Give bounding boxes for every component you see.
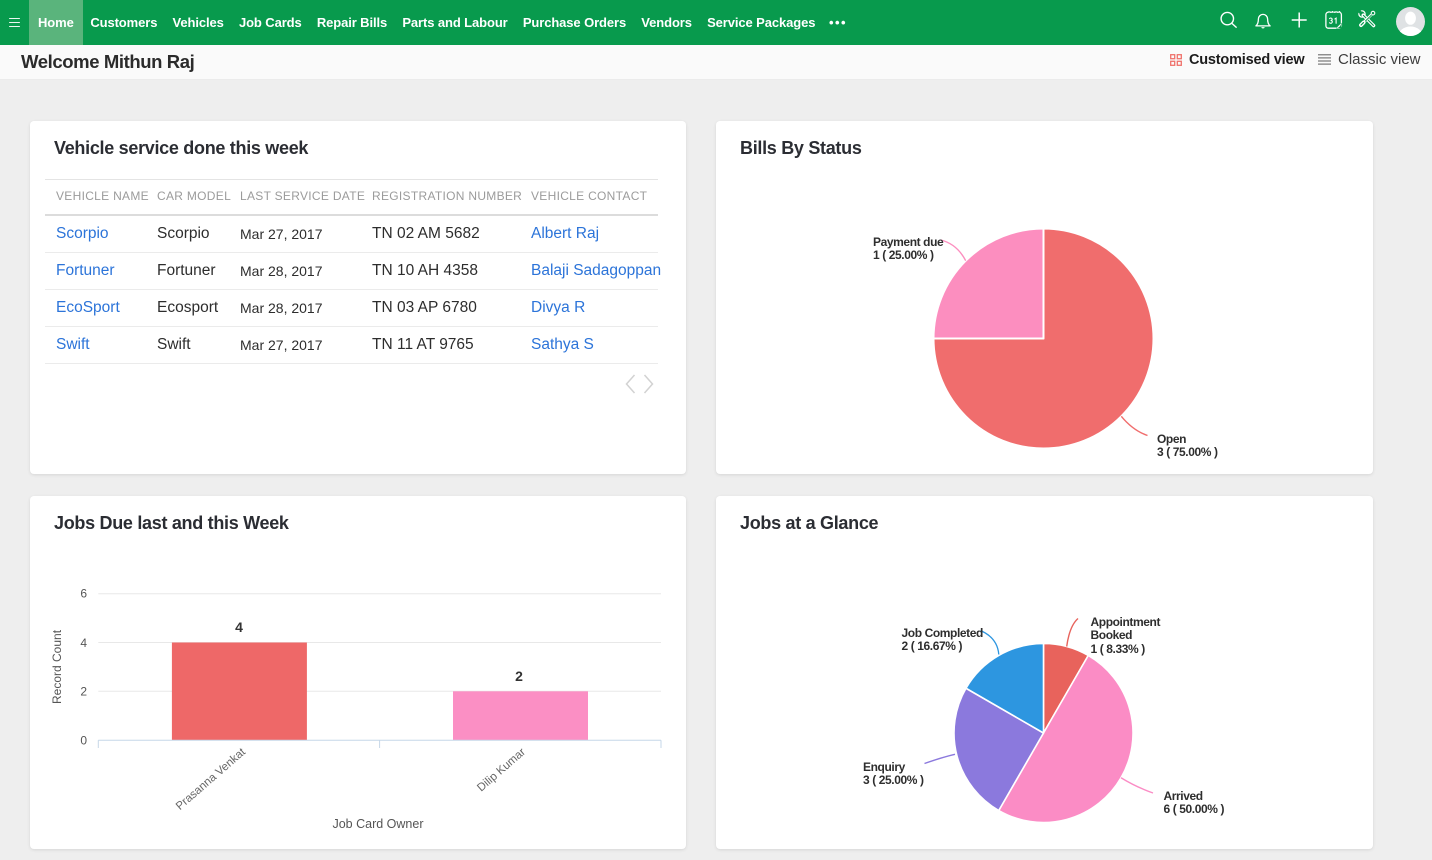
svg-text:4: 4 (235, 619, 243, 635)
svg-text:4: 4 (80, 636, 87, 650)
svg-text:0: 0 (80, 734, 87, 748)
svg-text:Prasanna Venkat: Prasanna Venkat (174, 746, 249, 813)
svg-text:Record Count: Record Count (50, 629, 64, 704)
svg-text:Job Card Owner: Job Card Owner (332, 817, 423, 831)
svg-text:6: 6 (80, 587, 87, 601)
svg-text:2: 2 (80, 685, 87, 699)
svg-text:Dilip Kumar: Dilip Kumar (475, 746, 528, 794)
svg-text:2: 2 (515, 668, 523, 684)
